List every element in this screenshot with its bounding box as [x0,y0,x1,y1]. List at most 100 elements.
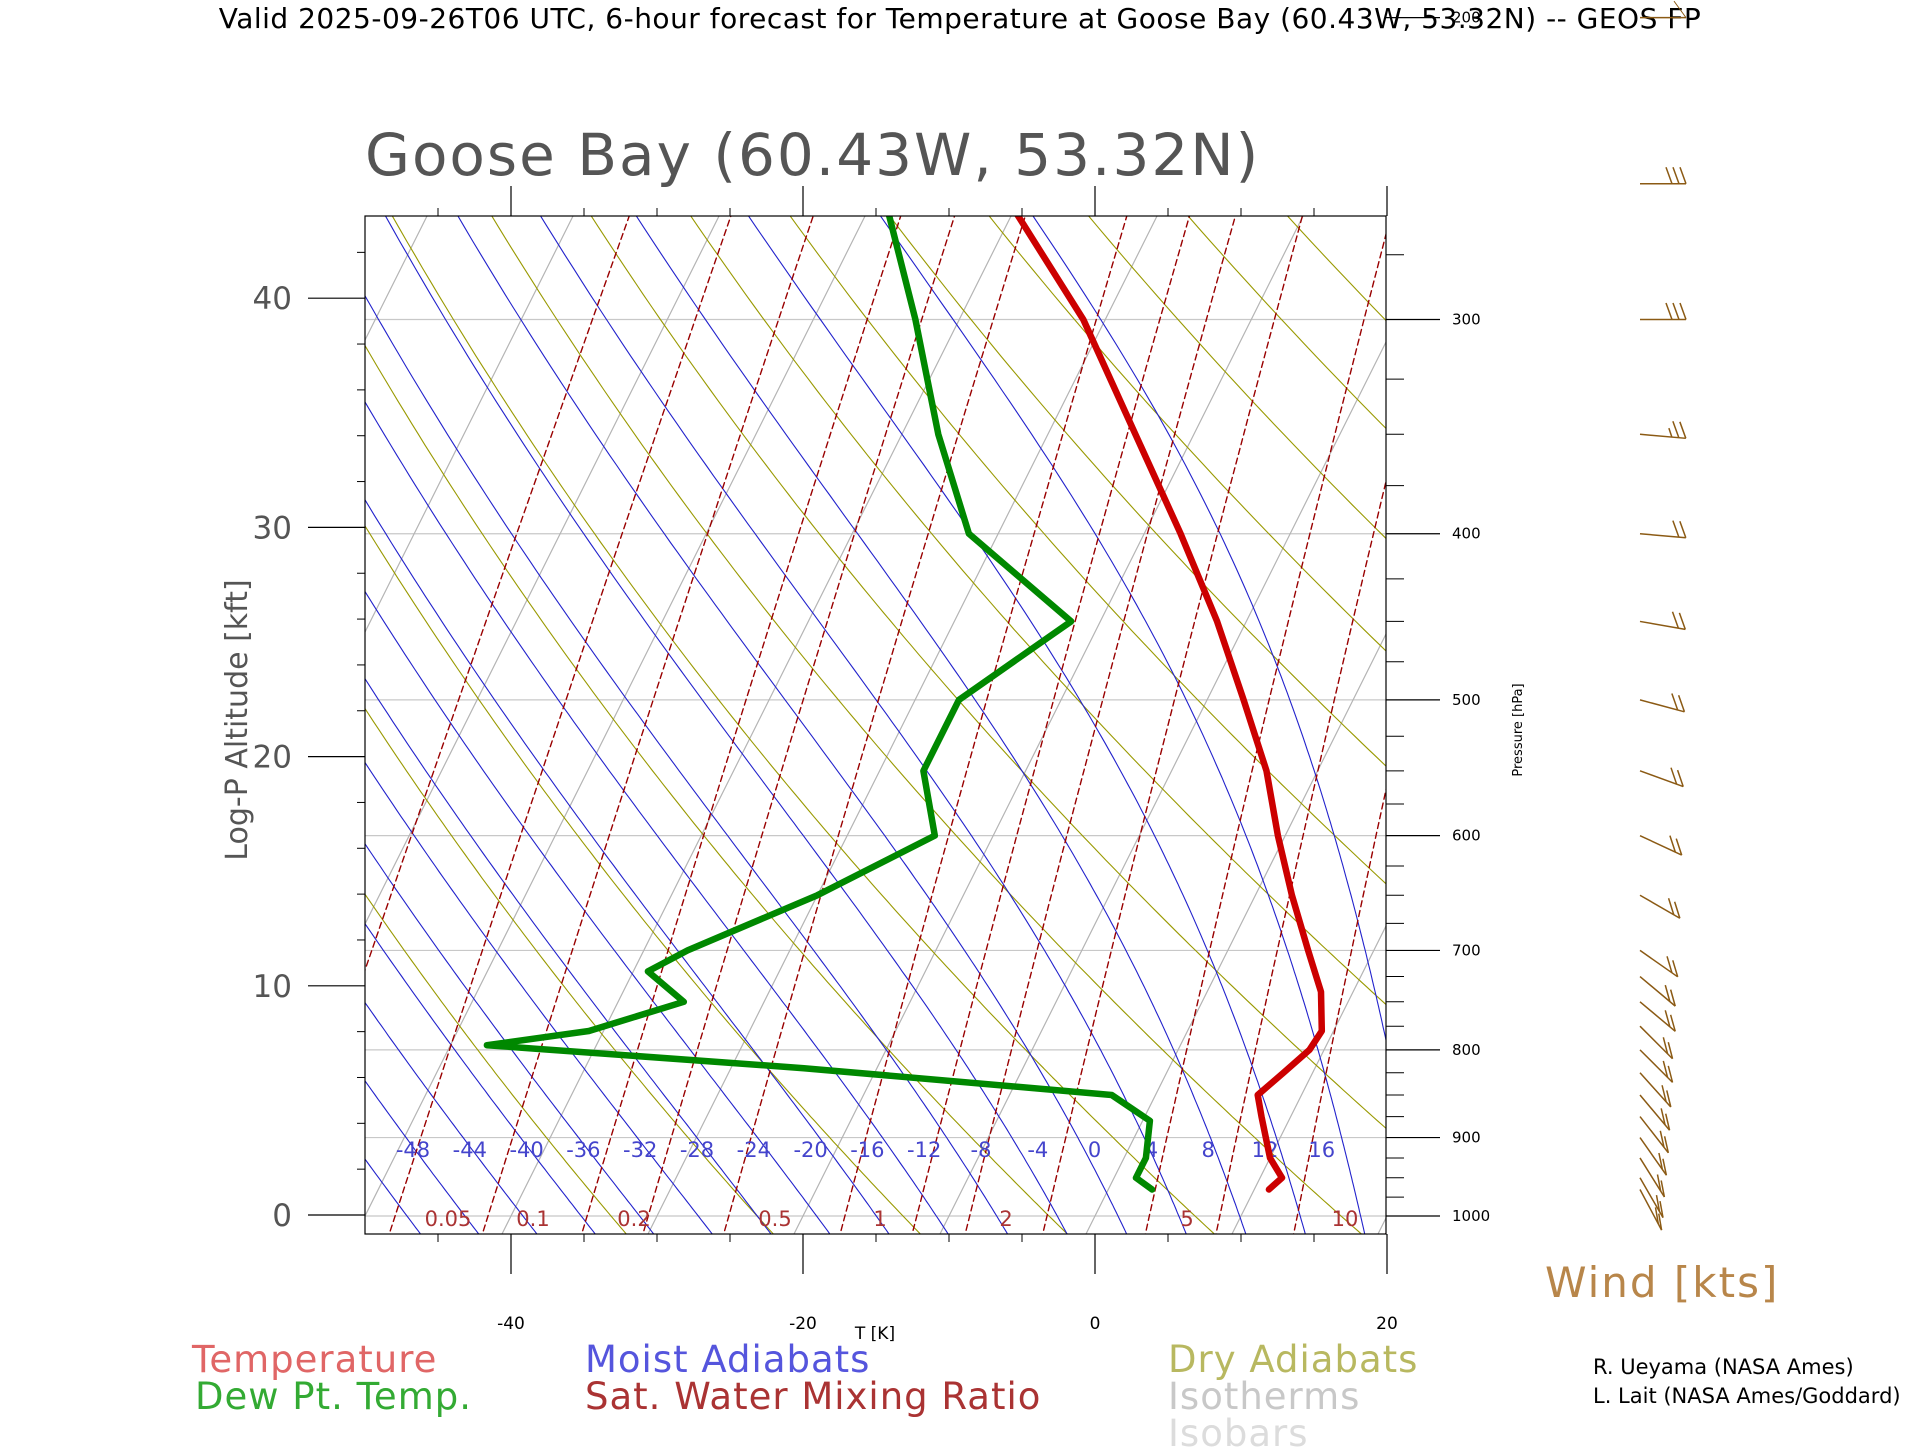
wind-barb-feather [1680,303,1686,320]
wind-barb [1640,167,1686,184]
moist-adiabat-label: -12 [907,1138,941,1162]
moist-adiabat-label: -36 [566,1138,600,1162]
isotherm-line [0,0,317,1259]
mixing-ratio-label: 2 [999,1207,1012,1231]
wind-barb [1640,768,1683,787]
altitude-tick-label: 30 [253,510,292,546]
mixing-ratio-label: 10 [1332,1207,1359,1231]
dry-adiabat-line [1162,0,1920,1252]
dry-adiabat-line [1249,0,1920,1252]
moist-adiabat-label: -8 [971,1138,992,1162]
altitude-tick-label: 20 [253,740,292,776]
moist-adiabat-line [0,184,376,1253]
pressure-tick-label: 200 [1452,9,1481,27]
legend-dewpoint: Dew Pt. Temp. [195,1375,472,1418]
moist-adiabat-label: 0 [1088,1138,1101,1162]
mixing-ratio-line [1211,0,1546,1259]
moist-adiabat-label: 8 [1202,1138,1215,1162]
wind-barb-feather [1666,303,1672,320]
wind-barb [1640,1,1686,18]
wind-barb-feather [1672,612,1678,629]
dry-adiabat-line [1681,0,1920,1252]
dry-adiabat-line [1854,0,1920,1252]
pressure-tick-label: 500 [1452,691,1481,709]
moist-adiabat-label: -4 [1027,1138,1048,1162]
moist-adiabat-label: -20 [793,1138,827,1162]
x-tick-label: 0 [1090,1314,1101,1334]
moist-adiabat-label: -48 [396,1138,430,1162]
wind-label: Wind [kts] [1545,1258,1779,1307]
y-axis-label-right: Pressure [hPa] [1511,683,1526,776]
moist-adiabat-line [0,138,434,1253]
moist-adiabat-label: 16 [1308,1138,1335,1162]
legend-mixing-ratio: Sat. Water Mixing Ratio [585,1375,1041,1418]
pressure-tick-label: 700 [1452,941,1481,959]
credit-line-2: L. Lait (NASA Ames/Goddard) [1593,1384,1901,1408]
wind-barb-half-feather [1669,428,1672,437]
x-tick-label: -40 [497,1314,525,1334]
isotherm-line [1511,0,1920,1259]
mixing-ratio-label: 1 [873,1207,886,1231]
wind-barb-staff [1640,895,1680,918]
wind-barb [1640,836,1682,855]
isotherm-line [1365,0,1920,1259]
mixing-ratio-line [1449,0,1737,1259]
wind-barb-feather [1673,421,1679,438]
moist-adiabat-label: -24 [737,1138,771,1162]
wind-barb [1640,1073,1671,1107]
dry-adiabat-line [1768,0,1920,1252]
mixing-ratio-line [1381,0,1683,1259]
wind-barb-feather [1680,167,1686,184]
moist-adiabat-line [0,36,551,1252]
isotherm-line [1803,0,1920,1259]
pressure-tick-label: 800 [1452,1041,1481,1059]
wind-barb-staff [1640,700,1684,712]
wind-barb-feather [1680,422,1686,439]
wind-barb [1640,612,1685,630]
wind-barb-feather [1679,613,1685,630]
wind-barb-staff [1640,950,1678,976]
wind-barb [1640,950,1678,976]
wind-barb-flag [1674,1,1686,18]
moist-adiabat-label: -16 [850,1138,884,1162]
wind-barb-staff [1640,771,1683,787]
wind-barb-feather [1680,521,1686,538]
moist-adiabat-label: -40 [509,1138,543,1162]
pressure-tick-label: 1000 [1452,1207,1490,1225]
wind-barb-feather [1679,695,1685,712]
wind-barb [1640,303,1686,320]
mixing-ratio-label: 5 [1180,1207,1193,1231]
altitude-tick-label: 40 [253,281,292,317]
legend-isobars: Isobars [1168,1412,1308,1455]
mixing-ratio-line [1547,0,1815,1259]
wind-barb-staff [1640,977,1675,1007]
mixing-ratio-label: 0.05 [425,1207,472,1231]
pressure-tick-label: 300 [1452,311,1481,329]
pressure-tick-label: 900 [1452,1129,1481,1147]
wind-barb-feather [1673,303,1679,320]
wind-barbs [1640,1,1686,1230]
wind-barb [1640,693,1684,711]
wind-barb [1640,977,1675,1007]
wind-barb-staff [1640,1002,1675,1032]
dry-adiabat-line [1595,0,1920,1252]
x-tick-label: -20 [789,1314,817,1334]
dry-adiabat-line [1508,0,1920,1252]
credit-line-1: R. Ueyama (NASA Ames) [1593,1355,1854,1379]
x-tick-label: 20 [1376,1314,1398,1334]
mixing-ratio-label: 0.2 [617,1207,650,1231]
pressure-tick-label: 600 [1452,827,1481,845]
moist-adiabat-label: -28 [680,1138,714,1162]
y-axis-label-left: Log-P Altitude [kft] [220,579,255,860]
wind-barb-staff [1640,836,1682,855]
wind-barb-feather [1666,167,1672,184]
isotherm-line [1219,0,1920,1259]
isotherm-line [0,0,25,1259]
mixing-ratio-label: 0.5 [758,1207,791,1231]
isotherm-line [0,0,171,1259]
mixing-ratio-label: 0.1 [516,1207,549,1231]
wind-barb-staff [1640,1073,1671,1107]
wind-barb-feather [1672,693,1678,710]
